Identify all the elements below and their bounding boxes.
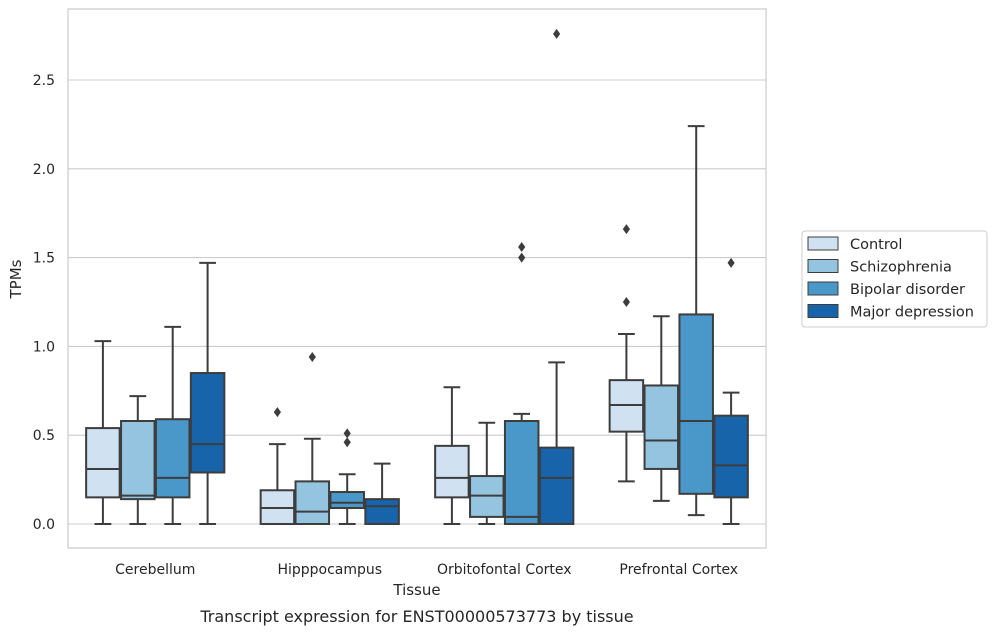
legend-label: Major depression: [850, 305, 974, 321]
outlier-point: [273, 407, 281, 418]
box-group: [643, 315, 680, 502]
box-group: [154, 325, 191, 525]
legend-label: Bipolar disorder: [850, 282, 965, 298]
boxes-layer: [85, 28, 749, 526]
box-group: [434, 386, 470, 525]
outlier-point: [343, 428, 351, 439]
box-group: [364, 462, 400, 525]
x-tick-label: Orbitofontal Cortex: [437, 562, 572, 578]
y-tick-labels: 0.0 0.5 1.0 1.5 2.0 2.5: [33, 73, 55, 533]
y-tick-label: 2.0: [33, 162, 55, 178]
box-group: [294, 352, 331, 526]
box: [85, 427, 121, 499]
outlier-point: [622, 224, 630, 235]
legend-frame: [801, 230, 988, 328]
outlier-point: [343, 437, 351, 448]
box-group: [120, 395, 156, 525]
box: [538, 446, 575, 525]
outlier-point: [727, 257, 735, 268]
box: [329, 491, 365, 510]
x-tick-label: Prefrontal Cortex: [619, 562, 738, 578]
outlier-point: [518, 241, 526, 252]
box: [364, 498, 400, 525]
box: [503, 419, 540, 526]
legend-swatch: [807, 236, 839, 251]
y-axis-label: TPMs: [7, 259, 25, 299]
legend-label: Control: [850, 237, 902, 253]
box-group: [503, 241, 540, 526]
box-group: [608, 224, 645, 483]
box-group: [329, 428, 365, 525]
box-group: [259, 407, 296, 526]
box: [294, 480, 331, 526]
box: [678, 313, 714, 495]
y-tick-label: 0.5: [33, 428, 55, 444]
legend-swatch: [807, 281, 839, 296]
outlier-point: [553, 28, 561, 39]
y-tick-label: 1.0: [33, 339, 55, 355]
x-tick-label: Cerebellum: [115, 562, 195, 578]
y-tick-label: 1.5: [33, 251, 55, 267]
box-group: [713, 257, 749, 525]
box-group: [678, 125, 714, 517]
legend-swatch: [807, 304, 839, 318]
y-tick-label: 0.0: [33, 517, 55, 533]
x-tick-labels: Cerebellum Hipppocampus Orbitofontal Corte…: [115, 562, 738, 578]
x-tick-label: Hipppocampus: [277, 562, 382, 578]
box-group: [469, 421, 505, 525]
outlier-point: [308, 352, 316, 363]
box: [434, 444, 470, 499]
box: [154, 418, 191, 499]
box: [189, 372, 226, 474]
legend-swatch: [807, 259, 839, 273]
box-group: [85, 340, 121, 525]
outlier-point: [518, 252, 526, 263]
box: [120, 419, 156, 501]
chart-title: Transcript expression for ENST0000057377…: [199, 607, 633, 626]
box: [643, 384, 680, 470]
box-group: [538, 28, 575, 525]
y-tick-label: 2.5: [33, 73, 55, 89]
box: [713, 414, 749, 499]
plot-frame: [67, 8, 767, 549]
x-axis-label: Tissue: [392, 581, 440, 599]
legend: Control Schizophrenia Bipolar disorder Majo…: [801, 230, 988, 328]
legend-label: Schizophrenia: [850, 260, 952, 276]
outlier-point: [622, 297, 630, 307]
box-group: [189, 261, 226, 525]
